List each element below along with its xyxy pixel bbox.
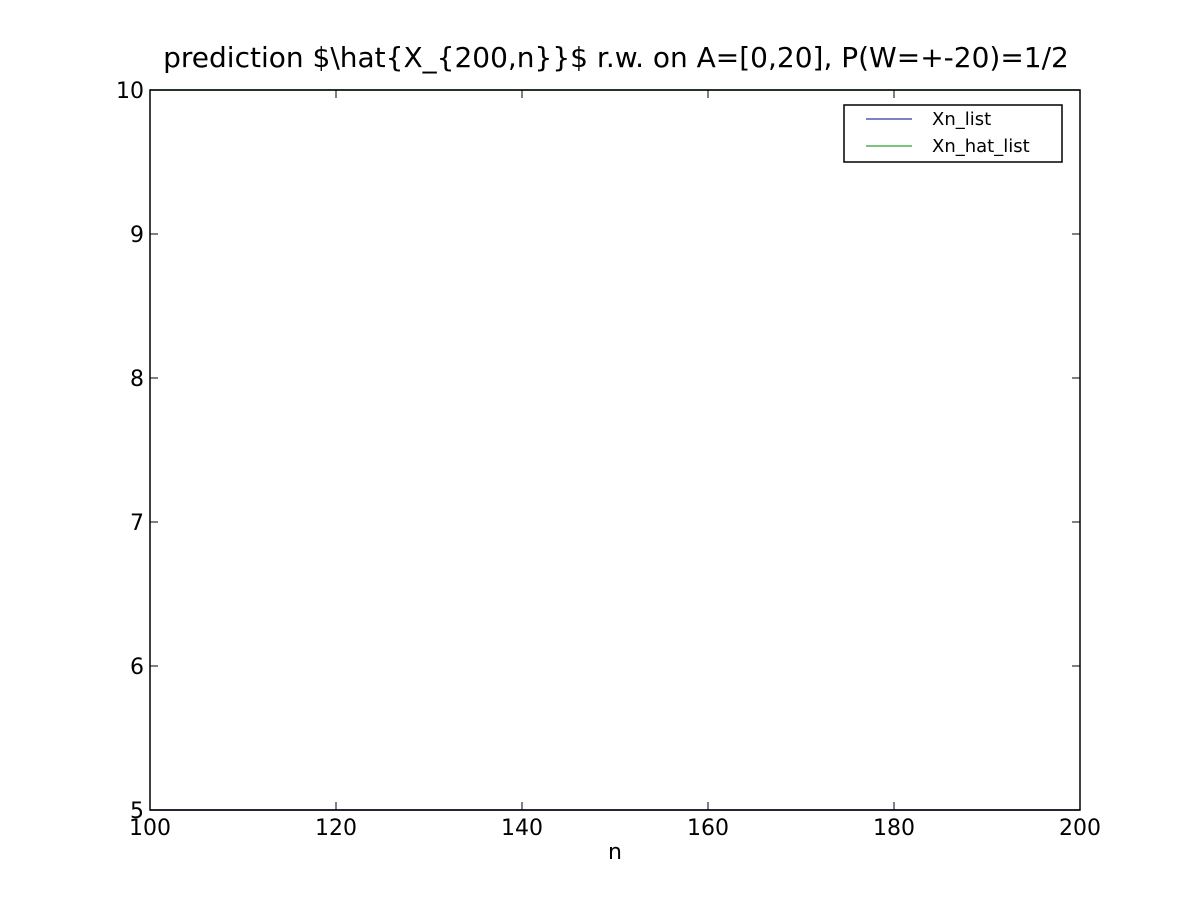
x-tick-label: 200 [1059,816,1101,841]
axes-frame [149,89,1081,811]
x-axis-label: n [608,840,622,865]
x-tick-label: 100 [129,816,171,841]
legend-label: Xn_hat_list [932,136,1030,157]
x-tick-label: 160 [687,816,729,841]
legend-box [843,104,1063,163]
y-tick-label: 9 [130,223,144,248]
x-tick-label: 140 [501,816,543,841]
y-tick-label: 7 [130,511,144,536]
y-tick-label: 6 [130,655,144,680]
x-tick-label: 120 [315,816,357,841]
y-tick-label: 10 [116,79,144,104]
chart-title: prediction $\hat{X_{200,n}}$ r.w. on A=[… [163,41,1069,74]
plot-area: 100 120 140 160 180 200 5 6 7 8 9 10 Xn_list Xn_hat_l… [116,79,1101,841]
y-tick-label: 5 [130,799,144,824]
x-tick-label: 180 [873,816,915,841]
y-tick-label: 8 [130,367,144,392]
legend-label: Xn_list [932,109,991,130]
